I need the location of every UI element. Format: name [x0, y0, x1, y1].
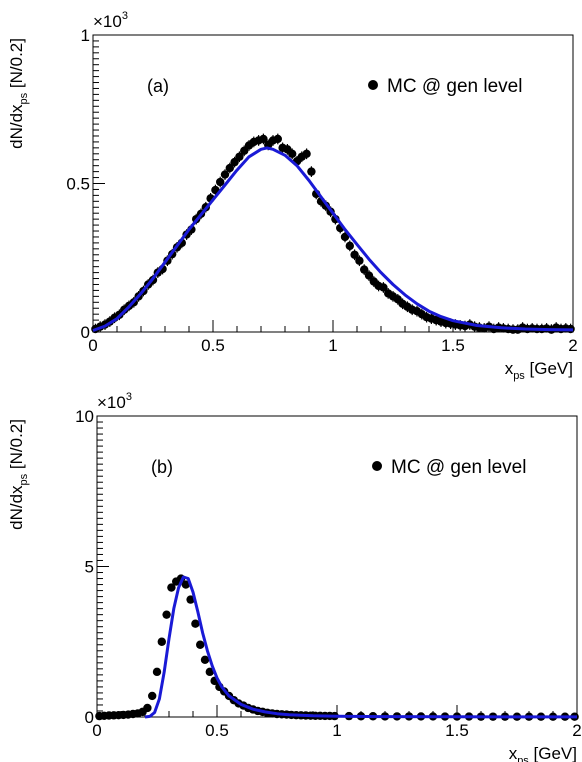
x-tick-label-b: 1.5: [445, 721, 469, 740]
data-point: [167, 583, 176, 592]
data-point: [225, 163, 234, 173]
data-point: [181, 580, 190, 589]
data-point: [186, 595, 195, 604]
x-tick-label-a: 2: [568, 336, 577, 355]
panel-b: 0 0.5 1 1.5 2 0 5 10 ×103 (b) MC @ gen level xp…: [7, 391, 582, 762]
data-point: [340, 232, 350, 242]
data-point: [196, 640, 205, 649]
axes-b: 0 0.5 1 1.5 2 0 5 10: [75, 407, 582, 740]
y-exponent-a: ×103: [93, 10, 128, 31]
x-tick-label-b: 0.5: [205, 721, 229, 740]
x-tick-label-a: 1.5: [441, 336, 465, 355]
data-point: [345, 241, 354, 251]
legend-label-a: MC @ gen level: [387, 76, 522, 97]
y-tick-label-b: 10: [75, 407, 94, 426]
data-point: [379, 283, 388, 292]
data-point: [307, 167, 316, 176]
data-point: [143, 703, 152, 713]
y-tick-label-b: 5: [85, 558, 94, 577]
axes-a: 0 0.5 1 1.5 2 0 0.5 1: [66, 26, 577, 355]
data-point: [152, 667, 162, 677]
data-point: [157, 637, 166, 646]
y-tick-label-a: 0: [81, 323, 90, 342]
data-point: [240, 146, 249, 156]
y-tick-label-a: 0.5: [66, 175, 90, 194]
x-tick-label-a: 0.5: [201, 336, 225, 355]
data-point: [350, 250, 359, 259]
data-point: [200, 655, 210, 665]
data-point: [302, 149, 311, 158]
fit-curve: [92, 146, 574, 332]
data-point: [235, 152, 244, 161]
data-point: [273, 134, 282, 144]
legend-b: MC @ gen level: [372, 457, 526, 478]
panel-a: 0 0.5 1 1.5 2 0 0.5 1 ×103 (a) MC @ gen level x…: [7, 10, 578, 382]
data-point: [360, 265, 369, 274]
data-point: [191, 619, 200, 628]
y-tick-label-a: 1: [81, 26, 90, 45]
legend-marker-b: [372, 461, 382, 471]
data-point: [162, 610, 171, 619]
y-axis-title-a: dN/dxps [N/0.2]: [7, 38, 30, 149]
data-a: [91, 133, 575, 334]
legend-a: MC @ gen level: [368, 76, 522, 97]
data-point: [355, 256, 364, 265]
data-point: [216, 177, 225, 187]
data-point: [205, 667, 214, 677]
y-exponent-b: ×103: [97, 391, 132, 412]
fit-curve: [144, 575, 578, 719]
x-tick-label-a: 0: [88, 336, 97, 355]
legend-marker-a: [368, 80, 378, 90]
x-axis-title-a: xps [GeV]: [505, 359, 573, 382]
data-b: [95, 574, 579, 721]
data-point: [220, 170, 230, 179]
panel-label-a: (a): [147, 76, 169, 96]
data-point: [364, 271, 374, 280]
x-tick-label-b: 2: [572, 721, 581, 740]
data-point: [230, 157, 239, 167]
panel-label-b: (b): [151, 457, 173, 477]
y-tick-label-b: 0: [85, 708, 94, 727]
legend-label-b: MC @ gen level: [391, 457, 526, 478]
x-tick-label-b: 1: [332, 721, 341, 740]
data-point: [288, 149, 297, 158]
data-point: [259, 134, 268, 144]
y-axis-title-b: dN/dxps [N/0.2]: [7, 419, 30, 530]
data-point: [148, 691, 157, 701]
x-axis-title-b: xps [GeV]: [509, 744, 577, 762]
x-tick-label-a: 1: [328, 336, 337, 355]
x-tick-label-b: 0: [92, 721, 101, 740]
